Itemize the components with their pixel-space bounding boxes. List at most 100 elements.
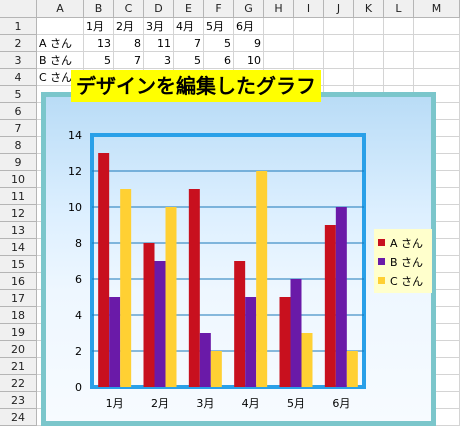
row-header-7[interactable]: 7 <box>0 120 37 137</box>
row-header-15[interactable]: 15 <box>0 256 37 273</box>
column-header-c[interactable]: C <box>114 0 144 18</box>
row-header-13[interactable]: 13 <box>0 222 37 239</box>
cell-j3[interactable] <box>324 52 354 69</box>
cell-g3[interactable]: 10 <box>234 52 264 69</box>
cell-k4[interactable] <box>354 69 384 86</box>
cell-j1[interactable] <box>324 18 354 35</box>
row-header-23[interactable]: 23 <box>0 392 37 409</box>
cell-i1[interactable] <box>294 18 324 35</box>
y-tick-label: 8 <box>75 237 82 250</box>
cell-c1[interactable]: 2月 <box>114 18 144 35</box>
legend-item[interactable]: B さん <box>374 252 432 271</box>
cell-e2[interactable]: 7 <box>174 35 204 52</box>
row-header-11[interactable]: 11 <box>0 188 37 205</box>
cell-l4[interactable] <box>384 69 414 86</box>
row-header-17[interactable]: 17 <box>0 290 37 307</box>
cell-m3[interactable] <box>414 52 460 69</box>
x-tick-label: 1月 <box>106 397 124 410</box>
cell-l2[interactable] <box>384 35 414 52</box>
legend-item[interactable]: A さん <box>374 233 432 252</box>
cell-k1[interactable] <box>354 18 384 35</box>
cell-a2[interactable]: A さん <box>37 35 84 52</box>
row-header-12[interactable]: 12 <box>0 205 37 222</box>
row-header-24[interactable]: 24 <box>0 409 37 426</box>
bar-2-6 <box>335 207 347 387</box>
row-header-19[interactable]: 19 <box>0 324 37 341</box>
cell-b2[interactable]: 13 <box>84 35 114 52</box>
bar-1-2 <box>143 243 155 387</box>
bar-2-1 <box>109 297 121 387</box>
column-header-h[interactable]: H <box>264 0 294 18</box>
chart-title[interactable]: デザインを編集したグラフ <box>71 70 321 102</box>
row-header-3[interactable]: 3 <box>0 52 37 69</box>
row-header-22[interactable]: 22 <box>0 375 37 392</box>
row-header-10[interactable]: 10 <box>0 171 37 188</box>
row-header-1[interactable]: 1 <box>0 18 37 35</box>
cell-g2[interactable]: 9 <box>234 35 264 52</box>
row-header-8[interactable]: 8 <box>0 137 37 154</box>
bar-1-5 <box>279 297 291 387</box>
column-header-e[interactable]: E <box>174 0 204 18</box>
column-header-k[interactable]: K <box>354 0 384 18</box>
column-header-m[interactable]: M <box>414 0 460 18</box>
column-header-a[interactable]: A <box>37 0 84 18</box>
cell-i2[interactable] <box>294 35 324 52</box>
column-header-i[interactable]: I <box>294 0 324 18</box>
row-header-5[interactable]: 5 <box>0 86 37 103</box>
cell-f3[interactable]: 6 <box>204 52 234 69</box>
row-header-21[interactable]: 21 <box>0 358 37 375</box>
column-header-d[interactable]: D <box>144 0 174 18</box>
column-header-f[interactable]: F <box>204 0 234 18</box>
plot-area-border <box>90 133 366 389</box>
cell-h1[interactable] <box>264 18 294 35</box>
cell-d3[interactable]: 3 <box>144 52 174 69</box>
column-header-g[interactable]: G <box>234 0 264 18</box>
bar-1-6 <box>324 225 336 387</box>
column-header-j[interactable]: J <box>324 0 354 18</box>
cell-m2[interactable] <box>414 35 460 52</box>
column-header-b[interactable]: B <box>84 0 114 18</box>
row-header-4[interactable]: 4 <box>0 69 37 86</box>
cell-m1[interactable] <box>414 18 460 35</box>
cell-h2[interactable] <box>264 35 294 52</box>
row-header-6[interactable]: 6 <box>0 103 37 120</box>
cell-e3[interactable]: 5 <box>174 52 204 69</box>
cell-j4[interactable] <box>324 69 354 86</box>
row-header-9[interactable]: 9 <box>0 154 37 171</box>
x-tick-label: 4月 <box>242 397 260 410</box>
bar-3-6 <box>346 351 358 387</box>
chart-legend[interactable]: A さん B さん C さん <box>374 229 432 293</box>
cell-f2[interactable]: 5 <box>204 35 234 52</box>
cell-c3[interactable]: 7 <box>114 52 144 69</box>
bar-3-3 <box>210 351 222 387</box>
column-header-l[interactable]: L <box>384 0 414 18</box>
row-header-14[interactable]: 14 <box>0 239 37 256</box>
row-header-18[interactable]: 18 <box>0 307 37 324</box>
cell-k2[interactable] <box>354 35 384 52</box>
cell-b1[interactable]: 1月 <box>84 18 114 35</box>
cell-e1[interactable]: 4月 <box>174 18 204 35</box>
row-header-16[interactable]: 16 <box>0 273 37 290</box>
cell-i3[interactable] <box>294 52 324 69</box>
cell-g1[interactable]: 6月 <box>234 18 264 35</box>
chart-area[interactable]: 0 2 4 6 8 10 12 14 1月 2月 3月 4月 5月 6月 <box>41 92 436 426</box>
cell-c2[interactable]: 8 <box>114 35 144 52</box>
row-header-2[interactable]: 2 <box>0 35 37 52</box>
cell-l1[interactable] <box>384 18 414 35</box>
cell-a1[interactable] <box>37 18 84 35</box>
cell-f1[interactable]: 5月 <box>204 18 234 35</box>
cell-d1[interactable]: 3月 <box>144 18 174 35</box>
cell-b3[interactable]: 5 <box>84 52 114 69</box>
cell-k3[interactable] <box>354 52 384 69</box>
cell-d2[interactable]: 11 <box>144 35 174 52</box>
cell-j2[interactable] <box>324 35 354 52</box>
legend-item[interactable]: C さん <box>374 271 432 290</box>
row-header-20[interactable]: 20 <box>0 341 37 358</box>
cell-h3[interactable] <box>264 52 294 69</box>
bar-3-5 <box>301 333 313 387</box>
cell-a3[interactable]: B さん <box>37 52 84 69</box>
select-all-corner[interactable] <box>0 0 37 18</box>
cell-m4[interactable] <box>414 69 460 86</box>
cell-l3[interactable] <box>384 52 414 69</box>
